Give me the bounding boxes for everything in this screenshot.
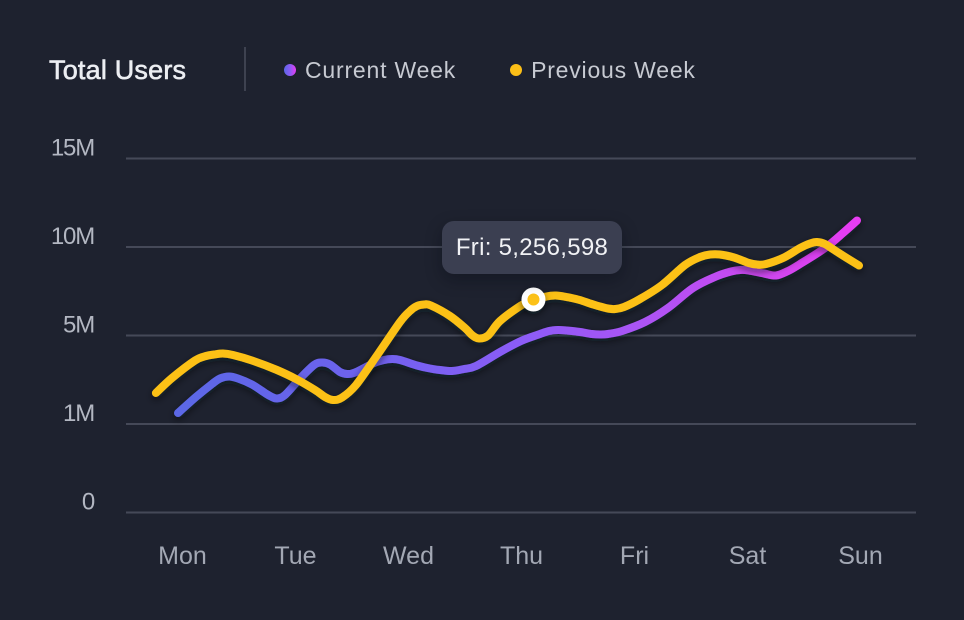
- chart-tooltip: Fri: 5,256,598: [442, 221, 622, 274]
- y-axis-label-10M: 10M: [51, 223, 94, 250]
- legend-label-current-week: Current Week: [305, 56, 457, 83]
- current-week-line: [174, 216, 861, 417]
- y-axis-label-15M: 15M: [51, 135, 94, 162]
- x-axis-label-Sun: Sun: [838, 542, 882, 570]
- legend-label-previous-week: Previous Week: [531, 56, 696, 83]
- x-axis-label-Mon: Mon: [158, 542, 207, 570]
- current-week-dot-icon: [284, 64, 296, 76]
- x-axis-label-Wed: Wed: [383, 542, 434, 570]
- tooltip-marker-dot: [527, 293, 540, 306]
- chart-header: Total Users: [49, 48, 187, 92]
- x-axis-label-Tue: Tue: [274, 542, 316, 570]
- previous-week-line: [151, 237, 863, 405]
- x-axis-label-Fri: Fri: [620, 542, 649, 570]
- chart-title: Total Users: [49, 54, 187, 85]
- y-axis-label-0: 0: [82, 489, 95, 516]
- legend-item-current-week[interactable]: Current Week: [284, 57, 456, 84]
- previous-week-dot-icon: [510, 64, 523, 76]
- y-axis-label-1M: 1M: [63, 400, 94, 427]
- y-axis-label-5M: 5M: [63, 312, 94, 339]
- chart-legend: Current Week Previous Week: [284, 48, 696, 92]
- header-divider: [244, 47, 246, 91]
- tooltip-text: Fri: 5,256,598: [455, 233, 609, 261]
- x-axis-label-Thu: Thu: [500, 542, 543, 570]
- legend-item-previous-week[interactable]: Previous Week: [510, 57, 696, 84]
- x-axis-label-Sat: Sat: [729, 542, 767, 570]
